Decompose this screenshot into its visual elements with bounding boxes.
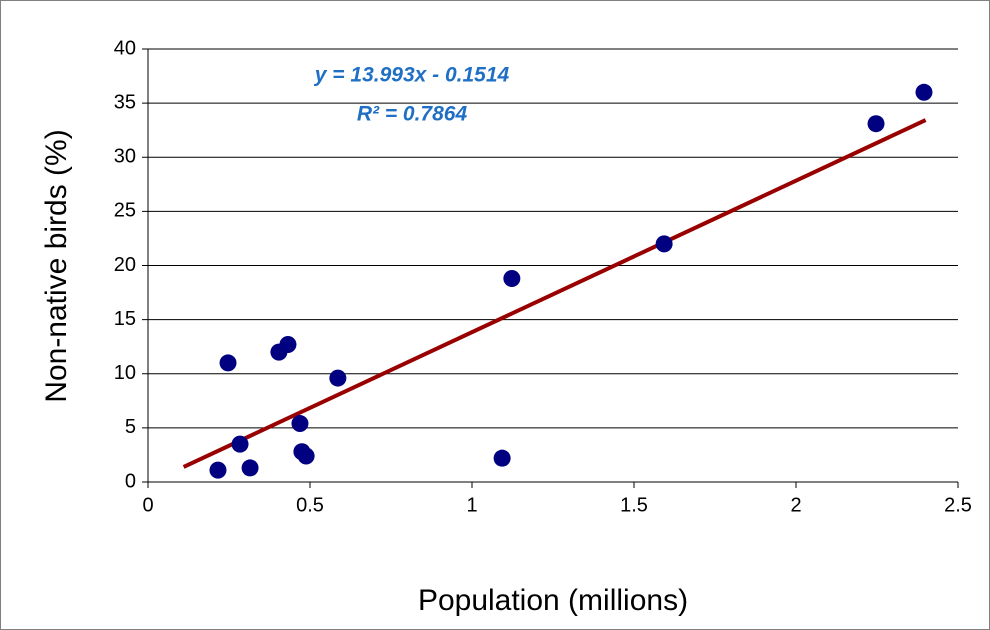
trendline (182, 118, 927, 469)
point (867, 115, 885, 133)
y-tick-label: 25 (114, 200, 136, 222)
point (241, 459, 259, 477)
point (503, 269, 521, 287)
point (291, 415, 309, 433)
y-axis-title: Non-native birds (%) (40, 129, 73, 402)
y-tick-label: 20 (114, 254, 136, 276)
point (655, 235, 673, 253)
r-squared: R² = 0.7864 (357, 103, 468, 126)
x-axis-title: Population (millions) (418, 584, 688, 617)
point (279, 336, 297, 354)
y-tick-label: 35 (114, 91, 136, 113)
trend-equation: y = 13.993x - 0.1514 (314, 64, 510, 87)
x-tick-label: 0.5 (296, 494, 324, 516)
x-tick-label: 2 (790, 494, 801, 516)
y-tick-label: 15 (114, 308, 136, 330)
y-tick-label: 40 (114, 37, 136, 59)
point (915, 83, 933, 101)
point (209, 461, 227, 479)
y-tick-label: 10 (114, 362, 136, 384)
x-tick-label: 1.5 (620, 494, 648, 516)
point (493, 449, 511, 467)
y-tick-label: 0 (125, 470, 136, 492)
y-tick-label: 30 (114, 146, 136, 168)
x-tick-label: 2.5 (944, 494, 972, 516)
point (329, 369, 347, 387)
x-tick-label: 0 (142, 494, 153, 516)
point (297, 447, 315, 465)
point (219, 354, 237, 372)
x-tick-label: 1 (466, 494, 477, 516)
point (231, 435, 249, 453)
y-tick-label: 5 (125, 416, 136, 438)
